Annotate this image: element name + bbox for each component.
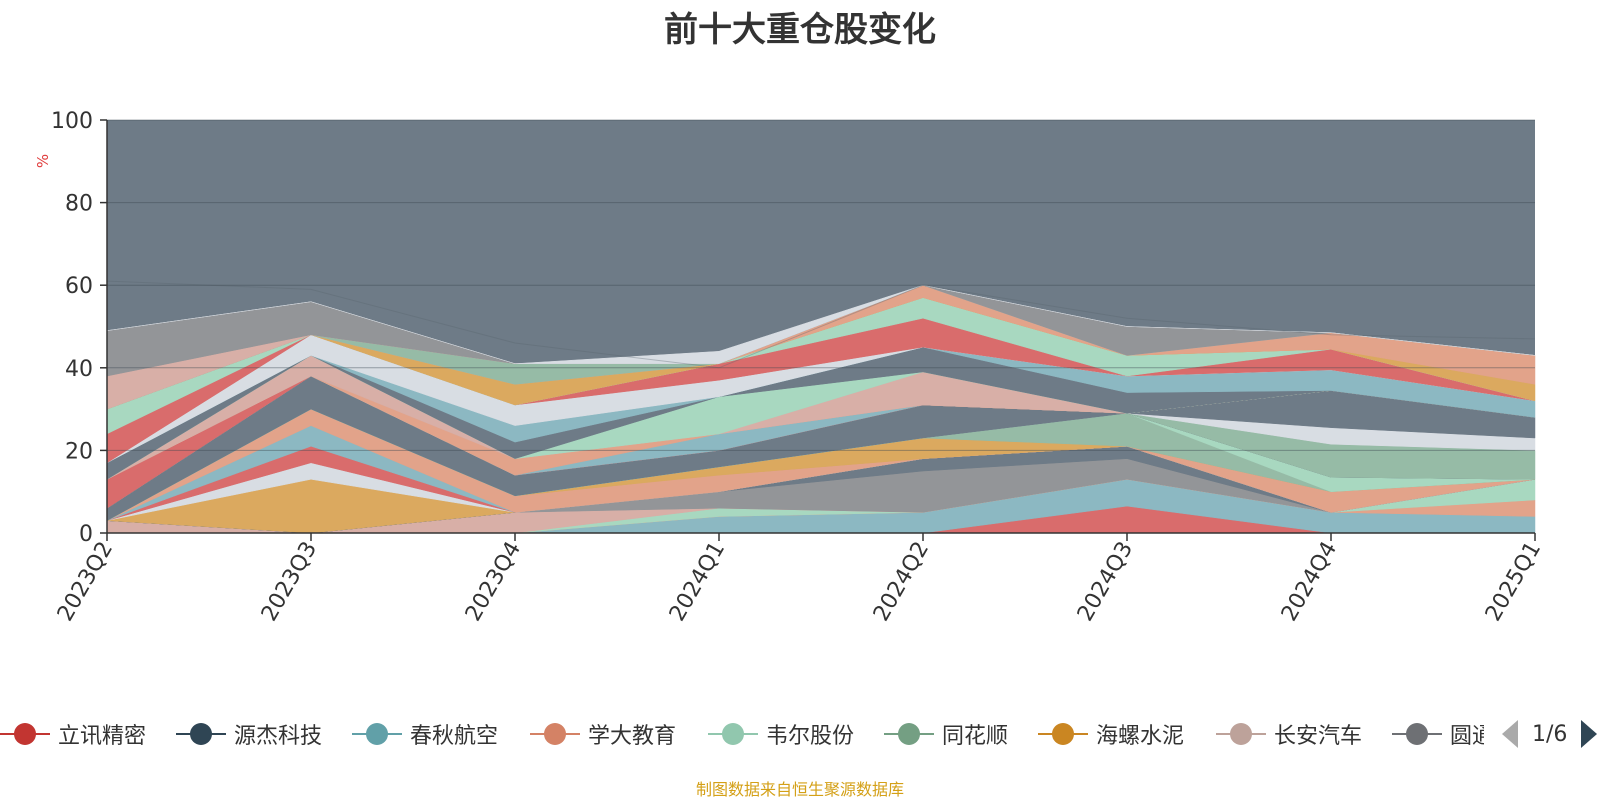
x-tick-label-4: 2024Q2 — [869, 538, 934, 626]
legend-item[interactable]: 海螺水泥 — [1038, 712, 1184, 756]
series-area-35 — [106, 284, 1536, 364]
legend-marker-icon — [0, 723, 50, 745]
legend-items: 立讯精密 源杰科技 春秋航空 学大教育 韦尔股份 同花顺 海螺水泥 长安汽车 圆通速递 — [0, 712, 1484, 756]
legend-marker-icon — [1038, 723, 1088, 745]
legend-marker-icon — [1216, 723, 1266, 745]
legend-label: 同花顺 — [942, 724, 1009, 749]
x-tick-label-6: 2024Q4 — [1277, 538, 1342, 626]
pager-next-icon[interactable] — [1579, 719, 1599, 749]
y-tick-label-3: 60 — [65, 274, 93, 299]
y-axis-label: % — [34, 154, 52, 168]
legend-item[interactable]: 圆通速递 — [1392, 712, 1484, 756]
legend-item[interactable]: 同花顺 — [884, 712, 1008, 756]
y-tick-label-4: 80 — [65, 192, 93, 217]
legend-label: 圆通速递 — [1450, 724, 1484, 749]
legend-marker-icon — [530, 723, 580, 745]
source-note: 制图数据来自恒生聚源数据库 — [695, 780, 904, 799]
legend-item[interactable]: 源杰科技 — [176, 712, 322, 756]
legend-marker-icon — [176, 723, 226, 745]
legend-item[interactable]: 长安汽车 — [1216, 712, 1362, 756]
legend-marker-icon — [708, 723, 758, 745]
grid-lines — [107, 119, 1535, 451]
x-tick-label-2: 2023Q4 — [461, 538, 526, 626]
legend-item[interactable]: 立讯精密 — [0, 712, 146, 756]
chart-area: 0 20 40 60 80 100 2023Q2 2023Q3 2023Q4 2024Q1 2024… — [34, 109, 1546, 626]
legend-label: 长安汽车 — [1274, 724, 1363, 749]
legend-label: 学大教育 — [588, 724, 677, 749]
legend-label: 海螺水泥 — [1096, 724, 1185, 749]
x-tick-label-0: 2023Q2 — [53, 538, 118, 626]
holdings-top-line — [106, 280, 1536, 369]
legend-marker-icon — [352, 723, 402, 745]
y-tick-label-2: 40 — [65, 357, 93, 382]
x-tick-label-7: 2025Q1 — [1481, 538, 1546, 626]
legend-pager: 1/6 — [1500, 712, 1600, 756]
legend-label: 立讯精密 — [58, 724, 147, 749]
legend-label: 源杰科技 — [234, 724, 323, 749]
legend-item[interactable]: 韦尔股份 — [708, 712, 854, 756]
y-tick-label-5: 100 — [51, 109, 93, 134]
legend-marker-icon — [1392, 723, 1442, 745]
legend: 立讯精密 源杰科技 春秋航空 学大教育 韦尔股份 同花顺 海螺水泥 长安汽车 圆通速递 — [0, 712, 1600, 756]
x-tick-label-1: 2023Q3 — [257, 538, 322, 626]
pager-prev-icon[interactable] — [1500, 719, 1520, 749]
x-tick-label-3: 2024Q1 — [665, 538, 730, 626]
legend-item[interactable]: 春秋航空 — [352, 712, 498, 756]
y-tick-label-0: 0 — [79, 522, 93, 547]
legend-label: 春秋航空 — [410, 724, 499, 749]
chart-title: 前十大重仓股变化 — [664, 10, 936, 50]
pager-text: 1/6 — [1532, 721, 1568, 747]
stacked-areas — [106, 120, 1536, 534]
legend-label: 韦尔股份 — [766, 724, 855, 749]
y-tick-label-1: 20 — [65, 439, 93, 464]
legend-marker-icon — [884, 723, 934, 745]
x-tick-label-5: 2024Q3 — [1073, 538, 1138, 626]
legend-item[interactable]: 学大教育 — [530, 712, 676, 756]
